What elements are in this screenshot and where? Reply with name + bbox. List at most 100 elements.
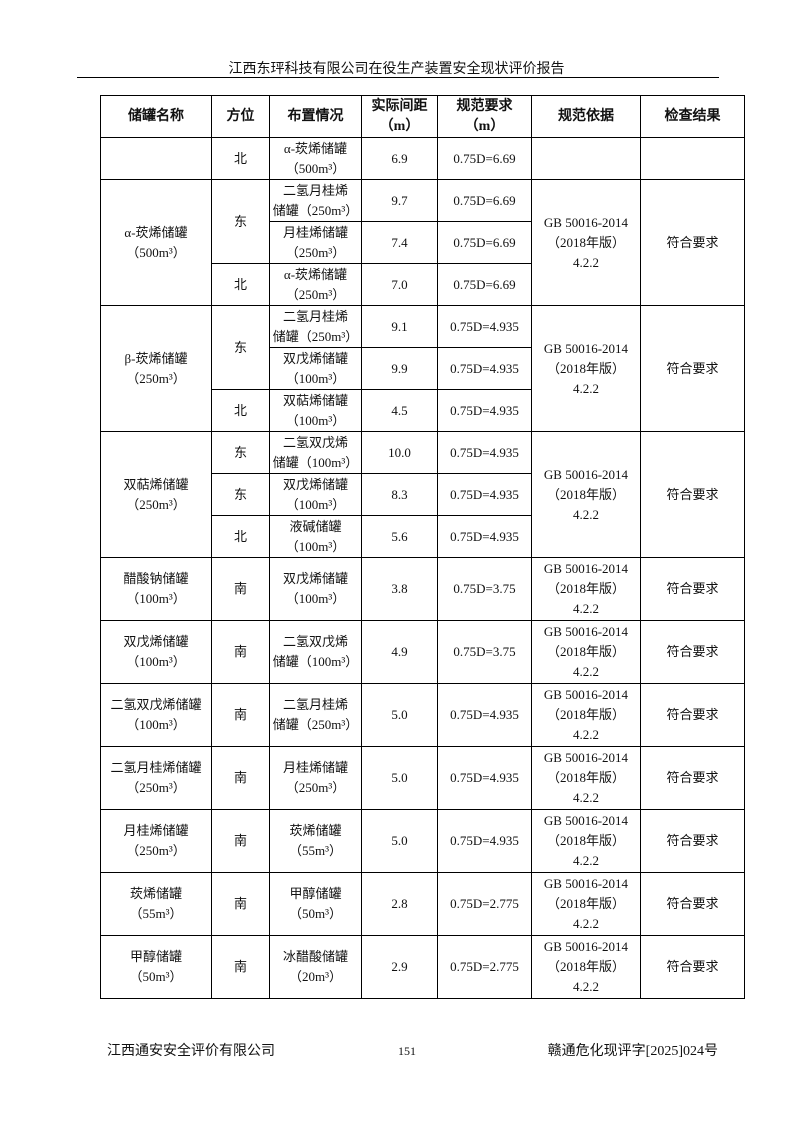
- direction-cell: 南: [211, 746, 270, 810]
- check-result-cell: 符合要求: [640, 431, 745, 558]
- tank-name-cell: α-莰烯储罐 （500m³）: [100, 179, 212, 306]
- header-divider: [77, 77, 719, 78]
- tank-name-cell: β-莰烯储罐 （250m³）: [100, 305, 212, 432]
- column-header: 储罐名称: [100, 95, 212, 138]
- code-basis-cell: GB 50016-2014 （2018年版） 4.2.2: [531, 935, 641, 999]
- required-distance-cell: 0.75D=6.69: [437, 263, 532, 306]
- direction-cell: 南: [211, 683, 270, 747]
- required-distance-cell: 0.75D=4.935: [437, 431, 532, 474]
- adjacent-tank-cell: 甲醇储罐 （50m³）: [269, 872, 362, 936]
- actual-distance-cell: 10.0: [361, 431, 438, 474]
- actual-distance-cell: 9.9: [361, 347, 438, 390]
- tank-name-cell: 莰烯储罐 （55m³）: [100, 872, 212, 936]
- actual-distance-cell: 8.3: [361, 473, 438, 516]
- code-basis-cell: GB 50016-2014 （2018年版） 4.2.2: [531, 809, 641, 873]
- storage-tank-spacing-table: 储罐名称 方位 布置情况 实际间距 （m） 规范要求 （m） 规范依据 检查结果 北 α-莰烯…: [100, 95, 745, 999]
- direction-cell: 北: [211, 515, 270, 558]
- required-distance-cell: 0.75D=4.935: [437, 809, 532, 873]
- actual-distance-cell: 7.0: [361, 263, 438, 306]
- actual-distance-cell: 7.4: [361, 221, 438, 264]
- actual-distance-cell: 5.0: [361, 683, 438, 747]
- check-result-cell: 符合要求: [640, 557, 745, 621]
- required-distance-cell: 0.75D=3.75: [437, 557, 532, 621]
- table-row: 月桂烯储罐 （250m³） 7.4 0.75D=6.69: [101, 221, 745, 264]
- check-result-cell: 符合要求: [640, 872, 745, 936]
- table-row: 醋酸钠储罐 （100m³）南双戊烯储罐 （100m³） 3.8 0.75D=3.75…: [100, 557, 745, 621]
- actual-distance-cell: 5.6: [361, 515, 438, 558]
- check-result-cell: 符合要求: [640, 935, 745, 999]
- footer-doc-number: 赣通危化现评字[2025]024号: [547, 1044, 718, 1059]
- adjacent-tank-cell: α-莰烯储罐 （250m³）: [269, 263, 362, 306]
- tank-name-cell: [100, 137, 212, 180]
- table-row: 甲醇储罐 （50m³）南冰醋酸储罐 （20m³） 2.9 0.75D=2.775 GB…: [100, 935, 745, 999]
- adjacent-tank-cell: 冰醋酸储罐 （20m³）: [269, 935, 362, 999]
- actual-distance-cell: 4.5: [361, 389, 438, 432]
- actual-distance-cell: 5.0: [361, 746, 438, 810]
- direction-cell: 北: [211, 389, 270, 432]
- actual-distance-cell: 4.9: [361, 620, 438, 684]
- code-basis-cell: GB 50016-2014 （2018年版） 4.2.2: [531, 431, 641, 558]
- check-result-cell: 符合要求: [640, 620, 745, 684]
- table-row: 二氢月桂烯储罐 （250m³）南月桂烯储罐 （250m³） 5.0 0.75D=4.…: [100, 746, 745, 810]
- table-row: 北双萜烯储罐 （100m³） 4.5 0.75D=4.935: [101, 389, 745, 432]
- footer-company: 江西通安安全评价有限公司: [107, 1044, 275, 1059]
- check-result-cell: [640, 137, 745, 180]
- required-distance-cell: 0.75D=2.775: [437, 935, 532, 999]
- tank-name-cell: 甲醇储罐 （50m³）: [100, 935, 212, 999]
- adjacent-tank-cell: 双萜烯储罐 （100m³）: [269, 389, 362, 432]
- tank-name-cell: 月桂烯储罐 （250m³）: [100, 809, 212, 873]
- code-basis-cell: GB 50016-2014 （2018年版） 4.2.2: [531, 746, 641, 810]
- adjacent-tank-cell: 月桂烯储罐 （250m³）: [269, 746, 362, 810]
- direction-cell: 北: [211, 137, 270, 180]
- table-row: 北 α-莰烯储罐 （500m³） 6.9 0.75D=6.69: [100, 137, 745, 180]
- adjacent-tank-cell: 二氢月桂烯 储罐（250m³）: [269, 683, 362, 747]
- direction-cell: 东: [211, 431, 270, 474]
- adjacent-tank-cell: 双戊烯储罐 （100m³）: [269, 473, 362, 516]
- check-result-cell: 符合要求: [640, 746, 745, 810]
- table-row: 东双戊烯储罐 （100m³） 8.3 0.75D=4.935: [101, 473, 745, 516]
- code-basis-cell: GB 50016-2014 （2018年版） 4.2.2: [531, 683, 641, 747]
- table-row: 莰烯储罐 （55m³）南甲醇储罐 （50m³） 2.8 0.75D=2.775 GB …: [100, 872, 745, 936]
- check-result-cell: 符合要求: [640, 683, 745, 747]
- check-result-cell: 符合要求: [640, 179, 745, 306]
- table-row: 双戊烯储罐 （100m³） 9.9 0.75D=4.935: [101, 347, 745, 390]
- column-header: 布置情况: [269, 95, 362, 138]
- required-distance-cell: 0.75D=4.935: [437, 473, 532, 516]
- direction-cell: 南: [211, 809, 270, 873]
- table-row: 北 α-莰烯储罐 （250m³） 7.0 0.75D=6.69: [101, 263, 745, 306]
- adjacent-tank-cell: 液碱储罐 （100m³）: [269, 515, 362, 558]
- page-number: 151: [398, 1044, 416, 1058]
- page-header-title: 江西东玶科技有限公司在役生产装置安全现状评价报告: [228, 62, 565, 77]
- table-row: 双萜烯储罐 （250m³）东二氢双戊烯 储罐（100m³） 10.0 0.75D=4…: [100, 431, 745, 558]
- tank-name-cell: 二氢月桂烯储罐 （250m³）: [100, 746, 212, 810]
- code-basis-cell: GB 50016-2014 （2018年版） 4.2.2: [531, 179, 641, 306]
- actual-distance-cell: 2.9: [361, 935, 438, 999]
- tank-name-cell: 双萜烯储罐 （250m³）: [100, 431, 212, 558]
- direction-cell: 南: [211, 935, 270, 999]
- adjacent-tank-cell: 二氢双戊烯 储罐（100m³）: [269, 431, 362, 474]
- required-distance-cell: 0.75D=3.75: [437, 620, 532, 684]
- direction-cell: 南: [211, 872, 270, 936]
- adjacent-tank-cell: 二氢月桂烯 储罐（250m³）: [269, 305, 362, 348]
- column-header: 实际间距 （m）: [361, 95, 438, 138]
- required-distance-cell: 0.75D=4.935: [437, 515, 532, 558]
- table-row: 二氢双戊烯储罐 （100m³）南二氢月桂烯 储罐（250m³） 5.0 0.75D=…: [100, 683, 745, 747]
- required-distance-cell: 0.75D=2.775: [437, 872, 532, 936]
- actual-distance-cell: 9.7: [361, 179, 438, 222]
- check-result-cell: 符合要求: [640, 809, 745, 873]
- code-basis-cell: GB 50016-2014 （2018年版） 4.2.2: [531, 557, 641, 621]
- column-header: 规范要求 （m）: [437, 95, 532, 138]
- table-header-row: 储罐名称 方位 布置情况 实际间距 （m） 规范要求 （m） 规范依据 检查结果: [100, 95, 745, 138]
- direction-cell: 东: [211, 179, 270, 264]
- tank-name-cell: 二氢双戊烯储罐 （100m³）: [100, 683, 212, 747]
- column-header: 检查结果: [640, 95, 745, 138]
- actual-distance-cell: 2.8: [361, 872, 438, 936]
- direction-cell: 东: [211, 473, 270, 516]
- adjacent-tank-cell: 二氢双戊烯 储罐（100m³）: [269, 620, 362, 684]
- required-distance-cell: 0.75D=6.69: [437, 179, 532, 222]
- required-distance-cell: 0.75D=4.935: [437, 347, 532, 390]
- required-distance-cell: 0.75D=6.69: [437, 137, 532, 180]
- actual-distance-cell: 9.1: [361, 305, 438, 348]
- direction-cell: 东: [211, 305, 270, 390]
- adjacent-tank-cell: 莰烯储罐 （55m³）: [269, 809, 362, 873]
